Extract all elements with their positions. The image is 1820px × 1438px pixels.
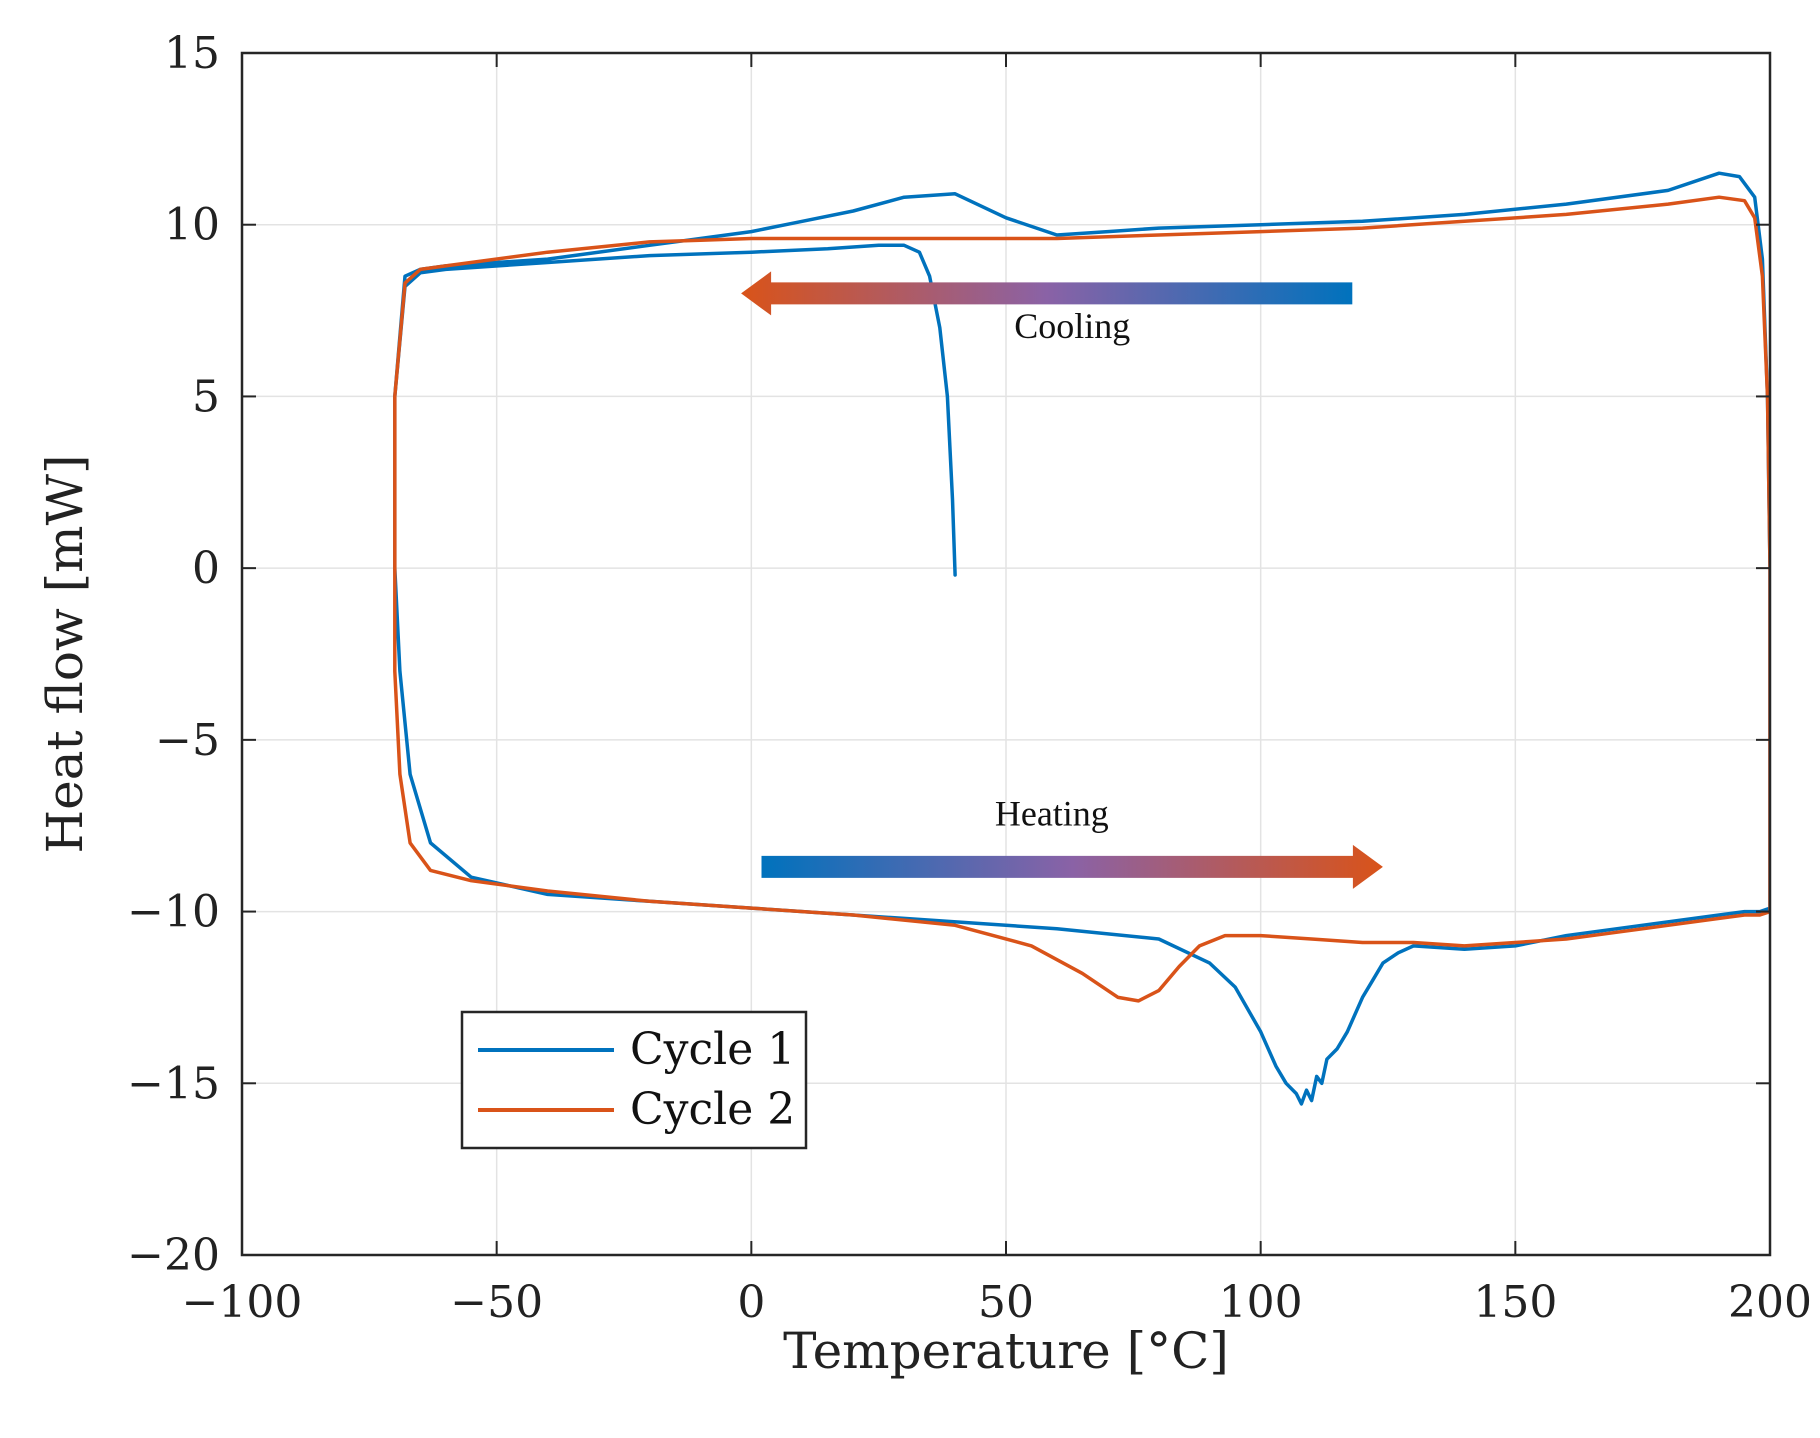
legend-label-cycle-2: Cycle 2 bbox=[630, 1084, 795, 1135]
y-tick-label: −5 bbox=[155, 715, 220, 766]
legend-label-cycle-1: Cycle 1 bbox=[630, 1024, 795, 1075]
x-tick-label: 200 bbox=[1728, 1277, 1812, 1328]
y-tick-label: −20 bbox=[127, 1230, 220, 1281]
x-tick-label: 150 bbox=[1473, 1277, 1557, 1328]
y-tick-label: 15 bbox=[164, 28, 220, 79]
cooling-label: Cooling bbox=[1014, 306, 1130, 346]
x-tick-label: 0 bbox=[737, 1277, 765, 1328]
y-tick-label: −10 bbox=[127, 887, 220, 938]
y-tick-label: −15 bbox=[127, 1058, 220, 1109]
series-layer bbox=[393, 171, 1770, 1106]
annotation-layer: Cooling Heating bbox=[741, 271, 1383, 889]
legend-box bbox=[460, 1010, 808, 1150]
y-axis-title: Heat flow [mW] bbox=[36, 455, 94, 854]
heating-label: Heating bbox=[995, 794, 1109, 834]
series-line-cycle-2 bbox=[393, 195, 1770, 1003]
cooling-arrow bbox=[741, 271, 1353, 316]
y-tick-label: 10 bbox=[164, 200, 220, 251]
x-tick-label: −100 bbox=[182, 1277, 303, 1328]
x-tick-label: −50 bbox=[450, 1277, 543, 1328]
x-tick-label: 100 bbox=[1219, 1277, 1303, 1328]
x-tick-label: 50 bbox=[978, 1277, 1034, 1328]
legend: Cycle 1 Cycle 2 bbox=[460, 1010, 808, 1150]
y-tick-label: 5 bbox=[192, 371, 220, 422]
heating-arrow bbox=[761, 844, 1383, 889]
y-tick-label: 0 bbox=[192, 543, 220, 594]
series-line-cycle-1 bbox=[393, 171, 1770, 1106]
x-axis-title: Temperature [°C] bbox=[783, 1322, 1229, 1380]
